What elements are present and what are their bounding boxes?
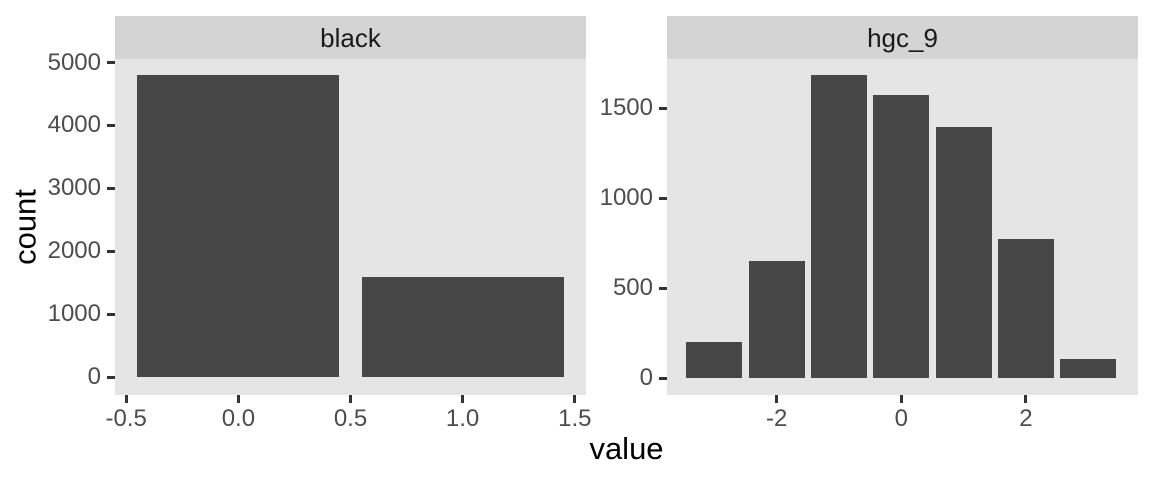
- y-tick-label: 0: [87, 363, 101, 391]
- x-tick-mark: [1024, 395, 1028, 403]
- y-tick-mark: [659, 106, 667, 110]
- y-tick-label: 1500: [599, 94, 653, 121]
- x-tick-label: 1.0: [445, 405, 480, 432]
- x-tick-mark: [236, 395, 240, 403]
- histogram-bar: [1060, 359, 1117, 379]
- y-tick-label: 500: [612, 274, 653, 301]
- x-tick-label: 0.0: [221, 405, 256, 432]
- x-tick-label: -0.5: [105, 405, 147, 432]
- y-axis-title: count: [7, 189, 43, 265]
- facet-strip-hgc_9: hgc_9: [667, 16, 1138, 59]
- y-tick-label: 2000: [47, 237, 101, 265]
- x-tick-mark: [899, 395, 903, 403]
- y-tick-label: 4000: [47, 111, 101, 139]
- facet-panel-black: [115, 59, 586, 395]
- histogram-bar: [997, 238, 1054, 378]
- y-tick-mark: [107, 61, 115, 64]
- y-tick-mark: [107, 123, 115, 127]
- y-tick-mark: [659, 376, 667, 380]
- x-tick-label: 2: [1019, 405, 1033, 432]
- x-tick-mark: [461, 395, 465, 403]
- histogram-bar: [361, 276, 564, 378]
- x-tick-mark: [349, 395, 352, 403]
- x-tick-mark: [124, 395, 128, 403]
- y-tick-label: 5000: [47, 48, 101, 76]
- y-tick-label: 0: [639, 364, 653, 392]
- x-tick-label: -2: [766, 405, 788, 432]
- x-tick-mark: [573, 395, 577, 403]
- facet-strip-black: black: [115, 16, 586, 59]
- x-tick-label: 0.5: [333, 405, 368, 432]
- x-tick-mark: [775, 395, 779, 403]
- y-tick-mark: [107, 249, 115, 253]
- y-tick-mark: [107, 312, 115, 316]
- y-tick-mark: [107, 375, 115, 379]
- x-tick-label: 0: [894, 405, 908, 432]
- histogram-bar: [873, 95, 930, 379]
- y-tick-mark: [659, 286, 667, 290]
- x-tick-label: 1.5: [558, 405, 592, 432]
- y-tick-label: 3000: [47, 174, 101, 202]
- y-tick-mark: [659, 196, 667, 200]
- y-tick-label: 1000: [599, 184, 653, 211]
- histogram-bar: [748, 261, 805, 378]
- facet-strip-label: hgc_9: [867, 22, 938, 53]
- histogram-bar: [935, 126, 992, 379]
- histogram-bar: [137, 75, 340, 378]
- y-tick-label: 1000: [47, 300, 101, 328]
- histogram-bar: [686, 342, 743, 379]
- y-tick-mark: [107, 186, 115, 190]
- facet-strip-label: black: [320, 22, 381, 53]
- x-axis-title: value: [589, 431, 664, 466]
- facet-panel-hgc_9: [667, 59, 1138, 395]
- histogram-bar: [810, 74, 867, 379]
